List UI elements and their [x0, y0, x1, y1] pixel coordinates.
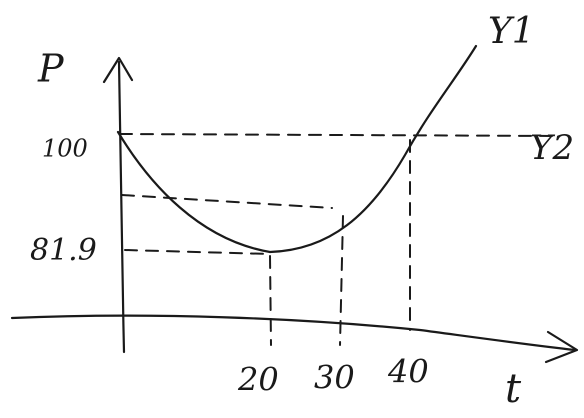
- x-axis: [12, 316, 575, 350]
- x-label-20: 20: [237, 361, 279, 399]
- dashed-level: [122, 195, 332, 208]
- sketch: P t 100 81.9 20 30 40 Y1 Y2: [0, 0, 584, 418]
- y-axis: [119, 62, 124, 352]
- y-axis-arrow: [104, 58, 132, 82]
- x-axis-label: t: [505, 366, 522, 412]
- dashed-30: [340, 216, 343, 345]
- x-label-40: 40: [387, 353, 429, 391]
- dashed-20: [270, 256, 271, 345]
- y-label-100: 100: [42, 135, 88, 163]
- dashed-min: [125, 250, 270, 254]
- x-label-30: 30: [314, 359, 355, 397]
- curve-label-y1: Y1: [488, 11, 535, 52]
- curve-y1: [118, 46, 476, 252]
- y-axis-label: P: [37, 47, 65, 91]
- y-label-81-9: 81.9: [30, 233, 97, 268]
- line-y2: [120, 134, 560, 136]
- curve-label-y2: Y2: [530, 128, 574, 168]
